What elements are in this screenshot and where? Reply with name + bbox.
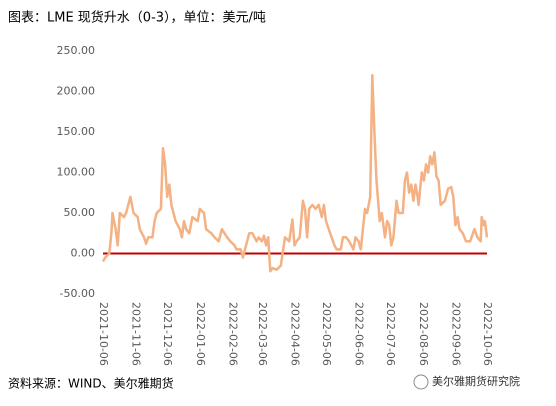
x-tick-label: 2022-09-06 [449, 302, 462, 366]
x-tick-label: 2022-04-06 [288, 302, 301, 366]
watermark: 美尔雅期货研究院 [432, 374, 520, 388]
y-tick-label: 100.00 [57, 166, 96, 179]
y-tick-label: 0.00 [71, 247, 96, 260]
y-tick-label: 200.00 [57, 85, 96, 98]
source-note: 资料来源：WIND、美尔雅期货 [8, 376, 174, 391]
x-tick-label: 2022-10-06 [481, 302, 494, 366]
chart-title: 图表：LME 现货升水（0-3），单位：美元/吨 [8, 10, 266, 26]
x-tick-label: 2021-11-06 [130, 302, 143, 366]
y-tick-label: 150.00 [57, 125, 96, 138]
x-tick-label: 2022-08-06 [417, 302, 430, 366]
x-tick-label: 2022-07-06 [384, 302, 397, 366]
x-tick-label: 2022-01-06 [194, 302, 207, 366]
x-tick-label: 2022-02-06 [226, 302, 239, 366]
y-tick-label: 250.00 [57, 44, 96, 57]
data-line [101, 74, 489, 273]
y-tick-label: 50.00 [64, 206, 96, 219]
x-tick-label: 2022-03-06 [256, 302, 269, 366]
watermark-icon [413, 374, 429, 390]
x-tick-label: 2022-06-06 [353, 302, 366, 366]
x-tick-label: 2021-10-06 [97, 302, 110, 366]
x-tick-label: 2022-05-06 [320, 302, 333, 366]
x-tick-label: 2021-12-06 [161, 302, 174, 366]
y-tick-label: -50.00 [60, 287, 95, 300]
